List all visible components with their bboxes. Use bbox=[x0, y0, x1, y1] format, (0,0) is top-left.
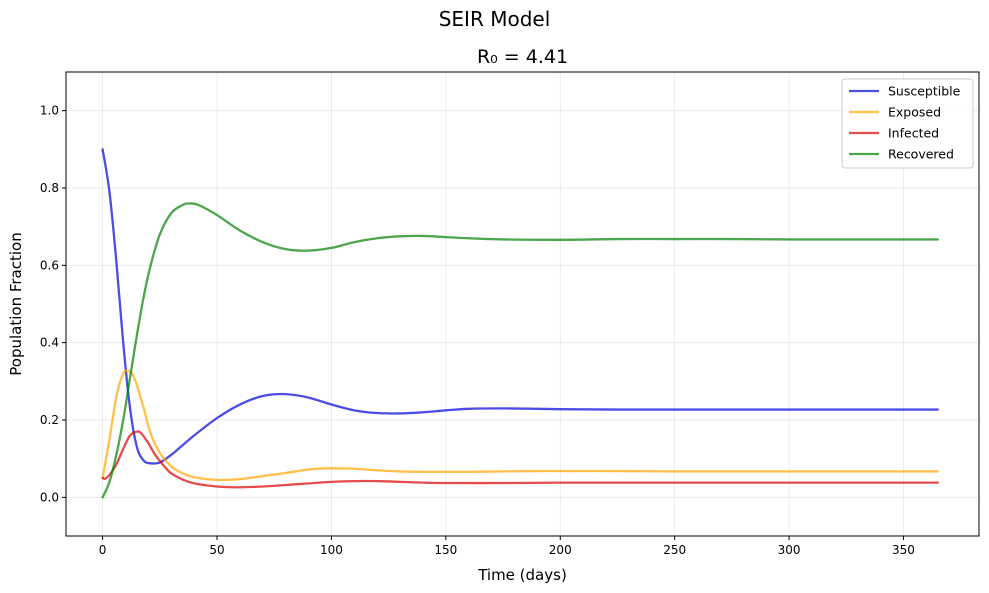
x-tick-label: 100 bbox=[320, 543, 343, 557]
legend-items: Susceptible Exposed Infected Recovered bbox=[849, 84, 961, 162]
series-line-infected bbox=[101, 430, 939, 489]
x-axis-label: Time (days) bbox=[477, 566, 567, 584]
x-tick-label: 300 bbox=[778, 543, 801, 557]
y-axis-label: Population Fraction bbox=[7, 232, 25, 375]
legend-label-recovered: Recovered bbox=[888, 147, 954, 162]
legend-label-susceptible: Susceptible bbox=[888, 84, 961, 99]
series-lines bbox=[101, 148, 939, 499]
y-tick-label: 0.6 bbox=[40, 258, 59, 272]
grid-lines bbox=[66, 72, 979, 536]
y-tick-label: 1.0 bbox=[40, 104, 59, 118]
x-tick-label: 350 bbox=[892, 543, 915, 557]
y-tick-label: 0.0 bbox=[40, 490, 59, 504]
series-line-recovered bbox=[101, 202, 939, 499]
x-tick-label: 200 bbox=[549, 543, 572, 557]
x-tick-label: 0 bbox=[99, 543, 107, 557]
plot-frame bbox=[65, 71, 980, 537]
series-line-exposed bbox=[101, 369, 939, 482]
figure-suptitle: SEIR Model bbox=[439, 7, 551, 31]
chart-title: R₀ = 4.41 bbox=[477, 46, 568, 68]
x-tick-label: 150 bbox=[434, 543, 457, 557]
x-tick-label: 250 bbox=[663, 543, 686, 557]
y-tick-label: 0.8 bbox=[40, 181, 59, 195]
series-line-susceptible bbox=[101, 148, 939, 465]
legend: Susceptible Exposed Infected Recovered bbox=[841, 78, 974, 169]
legend-box bbox=[841, 78, 974, 169]
y-tick-label: 0.4 bbox=[40, 336, 59, 350]
legend-label-exposed: Exposed bbox=[888, 105, 941, 120]
y-tick-label: 0.2 bbox=[40, 413, 59, 427]
x-tick-label: 50 bbox=[209, 543, 224, 557]
legend-label-infected: Infected bbox=[888, 126, 939, 141]
axis-ticks: 0 50 100 150 200 250 300 350 0.0 0.2 0.4 0.6 0.8 1.0 bbox=[40, 104, 915, 557]
